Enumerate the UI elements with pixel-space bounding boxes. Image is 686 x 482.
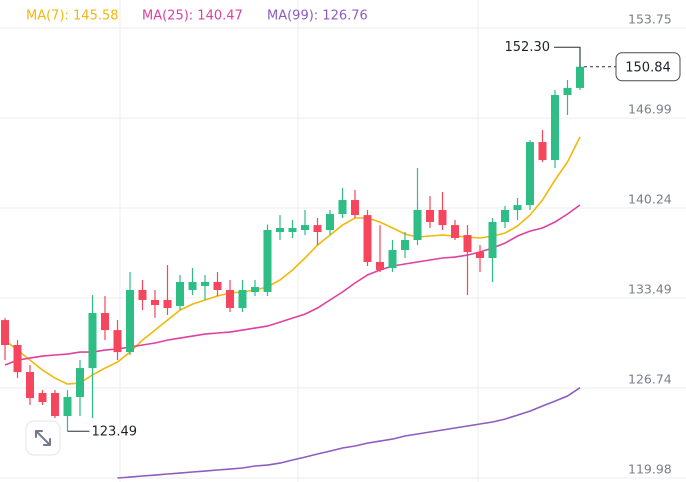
- candle-body: [538, 142, 547, 161]
- candle-body: [501, 210, 509, 223]
- candle-body: [313, 225, 322, 233]
- candle-body: [276, 228, 284, 233]
- y-tick-label: 146.99: [628, 102, 672, 117]
- candle-body: [401, 240, 409, 250]
- candle-body: [363, 215, 372, 262]
- candle-body: [201, 281, 209, 286]
- y-tick-label: 153.75: [628, 11, 672, 26]
- candle-body: [38, 392, 47, 403]
- candle-body: [126, 289, 134, 353]
- candle-body: [138, 289, 147, 300]
- candle-body: [338, 200, 347, 215]
- candle-body: [163, 299, 172, 308]
- legend-entry: MA(7): 145.58: [26, 9, 119, 24]
- candle-body: [563, 87, 572, 96]
- candle-body: [76, 368, 84, 397]
- candle-body: [26, 372, 34, 399]
- ma-line: [4, 204, 581, 366]
- candle-body: [513, 205, 522, 211]
- candle-body: [188, 281, 197, 290]
- candle-body: [226, 289, 234, 308]
- candle-body: [426, 210, 434, 223]
- candle-body: [288, 228, 297, 233]
- candle-body: [326, 214, 334, 231]
- candle-body: [176, 281, 184, 306]
- ma-line: [4, 136, 581, 385]
- candle-body: [413, 210, 422, 241]
- candle-body: [151, 299, 159, 306]
- max-label: 152.30: [505, 40, 551, 55]
- last-price-label: 150.84: [625, 60, 671, 75]
- last-price-box: [615, 52, 681, 82]
- candles: [1, 47, 584, 432]
- expand-icon[interactable]: [25, 420, 61, 456]
- y-tick-label: 133.49: [628, 281, 672, 296]
- ma-line: [117, 387, 581, 479]
- ma-lines: [4, 136, 581, 479]
- candle-body: [88, 313, 97, 369]
- candle-body: [376, 261, 384, 270]
- expand-glyph: [35, 430, 51, 446]
- candle-body: [463, 235, 472, 252]
- candle-body: [1, 320, 9, 346]
- candle-body: [113, 330, 122, 353]
- candle-body: [388, 249, 397, 268]
- candle-body: [101, 313, 109, 331]
- y-tick-label: 126.74: [628, 371, 672, 386]
- candle-body: [488, 222, 497, 258]
- candle-body: [213, 281, 222, 290]
- candle-body: [576, 66, 584, 88]
- vertical-grid: [119, 0, 479, 482]
- legend-entry: MA(99): 126.76: [267, 9, 368, 24]
- candle-body: [526, 142, 534, 206]
- candle-body: [13, 345, 22, 373]
- candle-body: [238, 289, 247, 308]
- candle-body: [263, 230, 272, 292]
- candle-body: [451, 225, 459, 239]
- candle-body: [476, 251, 484, 258]
- candle-body: [551, 95, 559, 161]
- max-pointer: [554, 46, 581, 68]
- legend-entry: MA(25): 140.47: [142, 9, 243, 24]
- candle-body: [438, 210, 447, 226]
- candle-body: [351, 200, 359, 216]
- candle-body: [301, 225, 309, 231]
- min-label: 123.49: [92, 425, 138, 440]
- y-tick-label: 140.24: [628, 192, 672, 207]
- candle-body: [63, 396, 72, 417]
- y-tick-label: 119.98: [628, 462, 672, 477]
- candle-body: [251, 287, 259, 292]
- candle-body: [51, 392, 59, 417]
